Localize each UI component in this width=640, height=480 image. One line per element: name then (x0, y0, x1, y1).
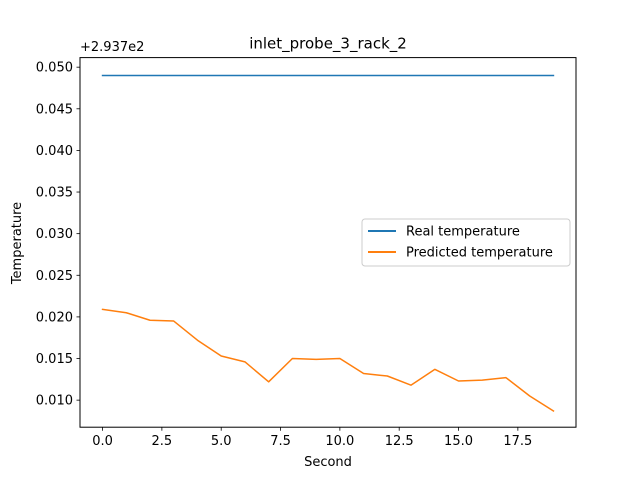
y-axis-ticks: 0.010 0.015 0.020 0.025 0.030 0.035 0.040 0.045… (36, 61, 80, 409)
y-tick-label: 0.010 (36, 394, 73, 409)
x-axis-label: Second (304, 455, 352, 470)
x-tick-label: 7.5 (270, 434, 291, 449)
legend: Real temperature Predicted temperature (361, 218, 571, 267)
x-tick-label: 15.0 (444, 434, 473, 449)
legend-label-predicted: Predicted temperature (406, 246, 553, 261)
y-tick-label: 0.035 (36, 186, 73, 201)
x-axis-ticks: 0.0 2.5 5.0 7.5 10.0 12.5 15.0 17.5 (92, 427, 532, 449)
legend-label-real: Real temperature (406, 225, 520, 240)
y-tick-label: 0.040 (36, 144, 73, 159)
legend-box (361, 218, 571, 267)
series-line-predicted-temperature (101, 308, 555, 413)
y-offset-text: +2.937e2 (80, 40, 144, 55)
series-layer (101, 74, 555, 413)
x-tick-label: 2.5 (152, 434, 173, 449)
y-tick-label: 0.015 (36, 352, 73, 367)
x-tick-label: 5.0 (211, 434, 232, 449)
x-tick-label: 10.0 (325, 434, 354, 449)
x-tick-label: 12.5 (385, 434, 414, 449)
y-tick-label: 0.045 (36, 102, 73, 117)
y-tick-label: 0.020 (36, 310, 73, 325)
y-tick-label: 0.030 (36, 227, 73, 242)
y-tick-label: 0.025 (36, 269, 73, 284)
y-tick-label: 0.050 (36, 61, 73, 76)
plot-frame (79, 57, 577, 428)
x-tick-label: 0.0 (92, 434, 113, 449)
x-tick-label: 17.5 (503, 434, 532, 449)
y-axis-label: Temperature (10, 202, 25, 285)
chart-title: inlet_probe_3_rack_2 (249, 35, 407, 54)
